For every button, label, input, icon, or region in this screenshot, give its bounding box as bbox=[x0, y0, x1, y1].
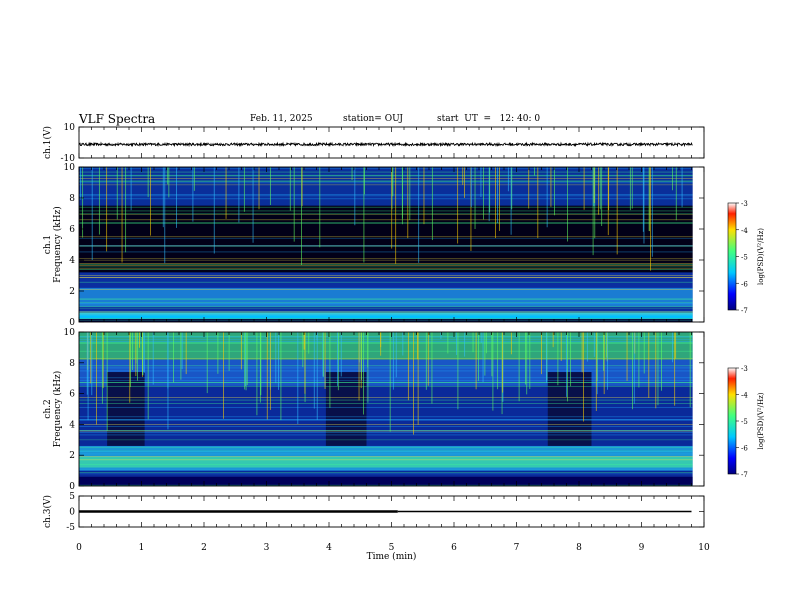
ch1-spectrogram-tick-label: 6 bbox=[69, 225, 75, 235]
x-tick-label: 3 bbox=[264, 543, 270, 553]
ch2-spectrogram-tick-label: 10 bbox=[64, 328, 76, 338]
ch3-voltage-tick-label: 0 bbox=[69, 508, 75, 518]
colorbar-label: log(PSD)(V²/Hz) bbox=[757, 228, 765, 285]
y-axis-label: ch.2 bbox=[43, 399, 53, 418]
ch2-spectrogram-tick-label: 4 bbox=[69, 420, 75, 430]
y-axis-label: ch.1(V) bbox=[42, 126, 53, 159]
dc-band bbox=[79, 476, 693, 486]
x-tick-label: 5 bbox=[389, 543, 395, 553]
ch3-voltage-tick-label: -5 bbox=[66, 523, 75, 533]
mid-band bbox=[79, 359, 693, 386]
ch1-spectrogram-tick-label: 8 bbox=[69, 194, 75, 204]
start-time-label: start UT = 12: 40: 0 bbox=[437, 114, 541, 124]
ch1-waveform-tick-label: -10 bbox=[61, 154, 76, 164]
ch1-spectrogram-tick-label: 0 bbox=[69, 318, 75, 328]
y-axis-label: ch.3(V) bbox=[42, 495, 53, 528]
colorbar-tick-label: -7 bbox=[741, 307, 748, 315]
figure-title: VLF Spectra bbox=[79, 112, 156, 126]
dc-line bbox=[79, 312, 693, 319]
colorbar-label: log(PSD)(V²/Hz) bbox=[757, 392, 765, 449]
low-freq-core bbox=[79, 456, 693, 468]
ch1-waveform-trace bbox=[78, 141, 693, 148]
ch2-spectrogram-tick-label: 2 bbox=[69, 451, 75, 461]
x-tick-label: 9 bbox=[639, 543, 645, 553]
quiet-region bbox=[325, 372, 367, 446]
dark-band bbox=[79, 205, 693, 273]
colorbar-tick-label: -7 bbox=[741, 471, 748, 479]
panel-frame bbox=[78, 495, 705, 528]
colorbar-tick-label: -4 bbox=[741, 392, 748, 400]
x-tick-label: 8 bbox=[576, 543, 582, 553]
y-axis-label: ch.1 bbox=[43, 235, 53, 254]
colorbar-tick-label: -3 bbox=[741, 200, 748, 208]
x-tick-label: 2 bbox=[201, 543, 207, 553]
date-label: Feb. 11, 2025 bbox=[250, 114, 313, 124]
ch2-spectrogram-tick-label: 0 bbox=[69, 482, 75, 492]
ch1-spectrogram-tick-label: 2 bbox=[69, 287, 75, 297]
upper-band bbox=[79, 167, 693, 206]
no-data-region bbox=[692, 332, 704, 486]
ch2-spectrogram-tick-label: 6 bbox=[69, 390, 75, 400]
station-label: station= OUJ bbox=[343, 114, 404, 124]
colorbar bbox=[727, 367, 737, 475]
low-freq-band bbox=[79, 287, 693, 307]
panel-frame bbox=[78, 166, 705, 323]
ch1-spectrogram-tick-label: 10 bbox=[64, 163, 76, 173]
ch1-spectrogram bbox=[79, 166, 704, 322]
colorbar-tick-label: -5 bbox=[741, 254, 748, 262]
colorbar-tick-label: -6 bbox=[741, 280, 748, 288]
colorbar bbox=[727, 202, 737, 311]
x-tick-label: 0 bbox=[76, 543, 82, 553]
ch2-spectrogram bbox=[79, 332, 704, 486]
colorbar-tick-label: -6 bbox=[741, 445, 748, 453]
y-axis-label: Frequency (kHz) bbox=[52, 206, 63, 283]
colorbar-tick-label: -3 bbox=[741, 365, 748, 373]
ch3-voltage-tick-label: 5 bbox=[69, 492, 75, 502]
ch2-spectrogram-tick-label: 8 bbox=[69, 359, 75, 369]
quiet-region bbox=[547, 372, 592, 446]
ch1-waveform-tick-label: 10 bbox=[64, 123, 76, 133]
x-axis-label: Time (min) bbox=[367, 551, 417, 562]
y-axis-label: Frequency (kHz) bbox=[52, 371, 63, 448]
quiet-region bbox=[107, 372, 145, 446]
panel-frame bbox=[78, 331, 705, 487]
x-tick-label: 1 bbox=[139, 543, 145, 553]
x-tick-label: 4 bbox=[326, 543, 332, 553]
no-data-region bbox=[692, 167, 704, 322]
x-tick-label: 10 bbox=[698, 543, 710, 553]
colorbar-tick-label: -4 bbox=[741, 227, 748, 235]
x-tick-label: 7 bbox=[514, 543, 520, 553]
x-tick-label: 6 bbox=[451, 543, 457, 553]
panel-frame bbox=[78, 126, 705, 159]
colorbar-tick-label: -5 bbox=[741, 418, 748, 426]
ch1-spectrogram-tick-label: 4 bbox=[69, 256, 75, 266]
